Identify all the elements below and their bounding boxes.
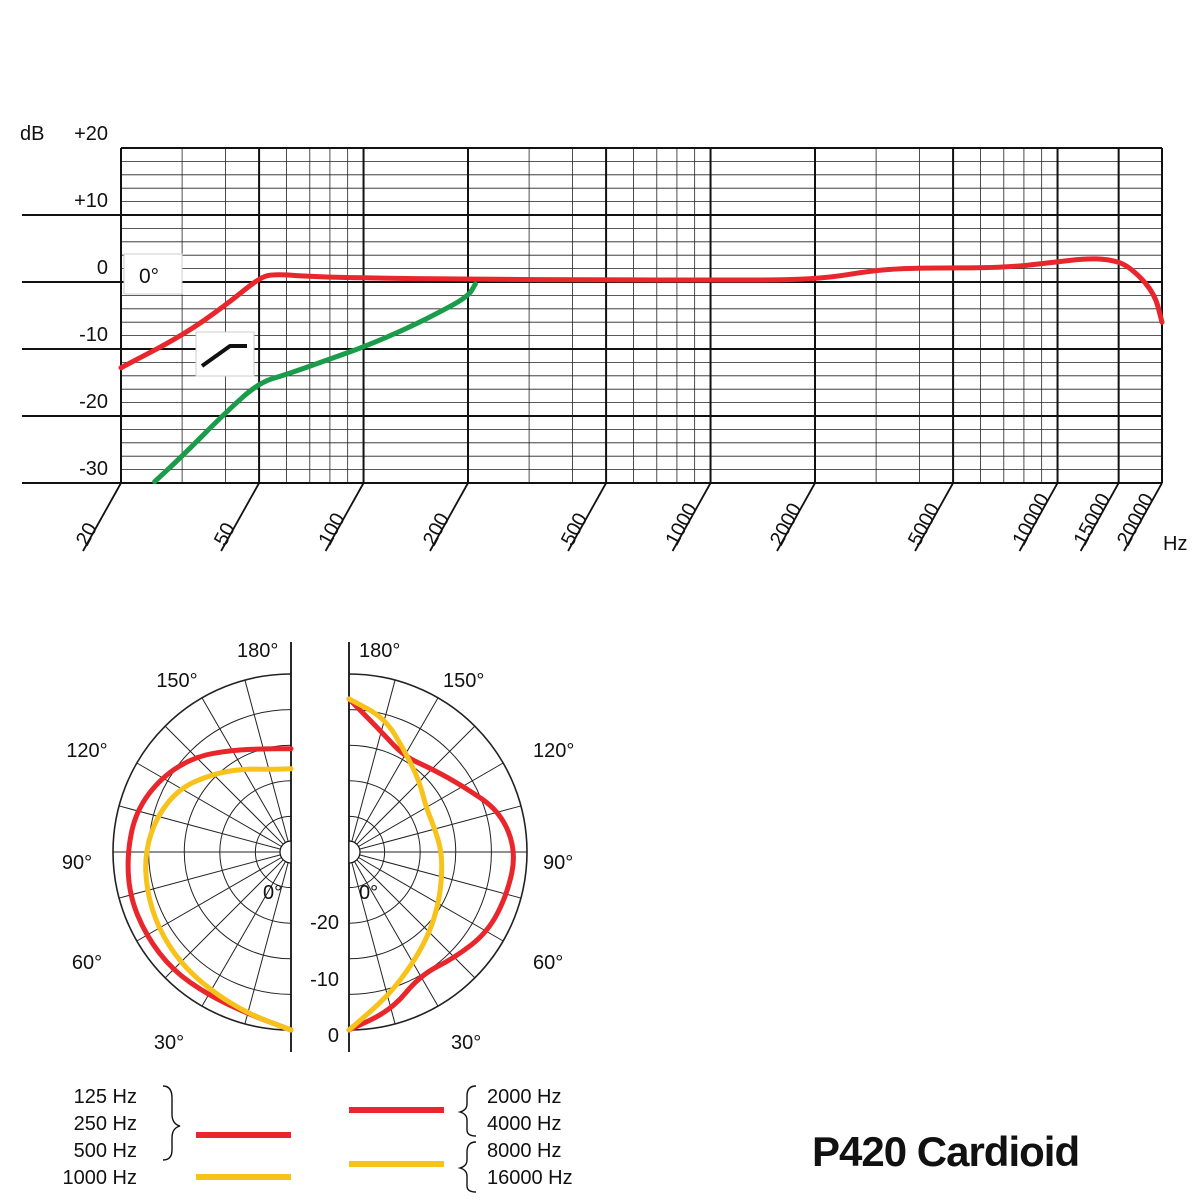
polar-curve	[346, 696, 445, 1033]
legend-brace	[457, 1141, 477, 1193]
polar-spoke	[351, 679, 396, 843]
polar-spoke	[201, 860, 287, 1007]
x-tick-label: 1000	[662, 500, 702, 550]
polar-spoke	[244, 861, 289, 1025]
polar-angle-label: 150°	[156, 670, 197, 692]
polar-spoke	[353, 697, 439, 844]
legend-label-left: 1000 Hz	[63, 1167, 138, 1189]
y-tick-label: +10	[74, 190, 108, 212]
x-tick-slant	[220, 482, 260, 552]
x-tick-slant	[324, 482, 365, 552]
polar-spoke	[353, 860, 439, 1007]
polar-legend: 125 Hz 250 Hz 500 Hz 1000 Hz 2000 Hz 4000 Hz 8…	[63, 1085, 573, 1193]
legend-label-left: 500 Hz	[74, 1140, 137, 1162]
polar-angle-label: 120°	[66, 740, 107, 762]
polar-angle-label: 180°	[237, 640, 278, 662]
polar-spoke	[118, 805, 282, 850]
polar-spoke	[244, 679, 289, 843]
y-tick-label: +20	[74, 123, 108, 145]
polar-angle-label: 0°	[263, 882, 282, 904]
frequency-response-curves	[118, 256, 1165, 485]
annotation-box	[123, 253, 183, 295]
polar-radial-label: -10	[310, 969, 339, 991]
response-curve-green	[152, 281, 478, 485]
polar-angle-label: 180°	[359, 640, 400, 662]
annotation-label: 0°	[139, 265, 159, 288]
legend-label-left: 250 Hz	[74, 1113, 137, 1135]
polar-spoke	[357, 856, 504, 942]
legend-label-right: 16000 Hz	[487, 1167, 573, 1189]
product-title: P420 Cardioid	[812, 1128, 1080, 1175]
x-tick-slant	[567, 482, 607, 552]
polar-curve	[143, 766, 294, 1033]
x-tick-slant	[914, 482, 954, 552]
polar-spoke	[358, 805, 522, 850]
polar-center-notch	[279, 840, 292, 864]
legend-brace	[457, 1085, 477, 1137]
x-tick-slant	[82, 482, 122, 552]
polar-pattern-diagram: 0° 30° 60° 90° 120° 150° 180° 0° 30° 60° 90° 120° 15…	[62, 640, 575, 1054]
x-tick-slant	[1123, 482, 1163, 552]
polar-angle-label: 90°	[62, 852, 92, 874]
response-curve-red	[118, 256, 1165, 371]
x-tick-slant	[1018, 482, 1059, 552]
y-tick-label: -20	[79, 391, 108, 413]
polar-radial-label: -20	[310, 912, 339, 934]
y-tick-label: -30	[79, 458, 108, 480]
legend-label-right: 8000 Hz	[487, 1140, 562, 1162]
x-tick-label: 5000	[904, 500, 944, 550]
polar-angle-label: 90°	[543, 852, 573, 874]
x-tick-label: 20000	[1113, 490, 1159, 549]
polar-center-notch	[348, 840, 361, 864]
polar-angle-label: 0°	[359, 882, 378, 904]
x-axis-unit-label: Hz	[1163, 533, 1187, 555]
polar-angle-label: 120°	[533, 740, 574, 762]
low-cut-filter-icon	[200, 344, 247, 368]
low-cut-icon-box	[195, 331, 255, 377]
y-tick-label: -10	[79, 324, 108, 346]
legend-label-right: 2000 Hz	[487, 1086, 562, 1108]
polar-angle-label: 150°	[443, 670, 484, 692]
x-tick-label: 10000	[1009, 490, 1055, 549]
polar-angle-label: 30°	[154, 1032, 184, 1054]
polar-spoke	[355, 725, 476, 846]
legend-label-right: 4000 Hz	[487, 1113, 562, 1135]
x-tick-label: 2000	[766, 500, 806, 550]
x-tick-slant	[1079, 482, 1120, 552]
x-tick-slant	[671, 482, 712, 552]
polar-spoke	[164, 725, 285, 846]
polar-spoke	[357, 762, 504, 848]
x-tick-label: 15000	[1070, 490, 1116, 549]
x-tick-slant	[429, 482, 469, 552]
frequency-response-grid	[22, 147, 1163, 552]
polar-spoke	[164, 858, 285, 979]
y-axis-label: dB	[20, 123, 44, 145]
polar-curve	[346, 696, 516, 1033]
polar-angle-label: 60°	[533, 952, 563, 974]
x-tick-slant	[776, 482, 816, 552]
y-tick-label: 0	[97, 257, 108, 279]
legend-label-left: 125 Hz	[74, 1086, 137, 1108]
legend-brace	[162, 1085, 181, 1161]
polar-angle-label: 30°	[451, 1032, 481, 1054]
polar-radial-label: 0	[328, 1025, 339, 1047]
polar-angle-label: 60°	[72, 952, 102, 974]
